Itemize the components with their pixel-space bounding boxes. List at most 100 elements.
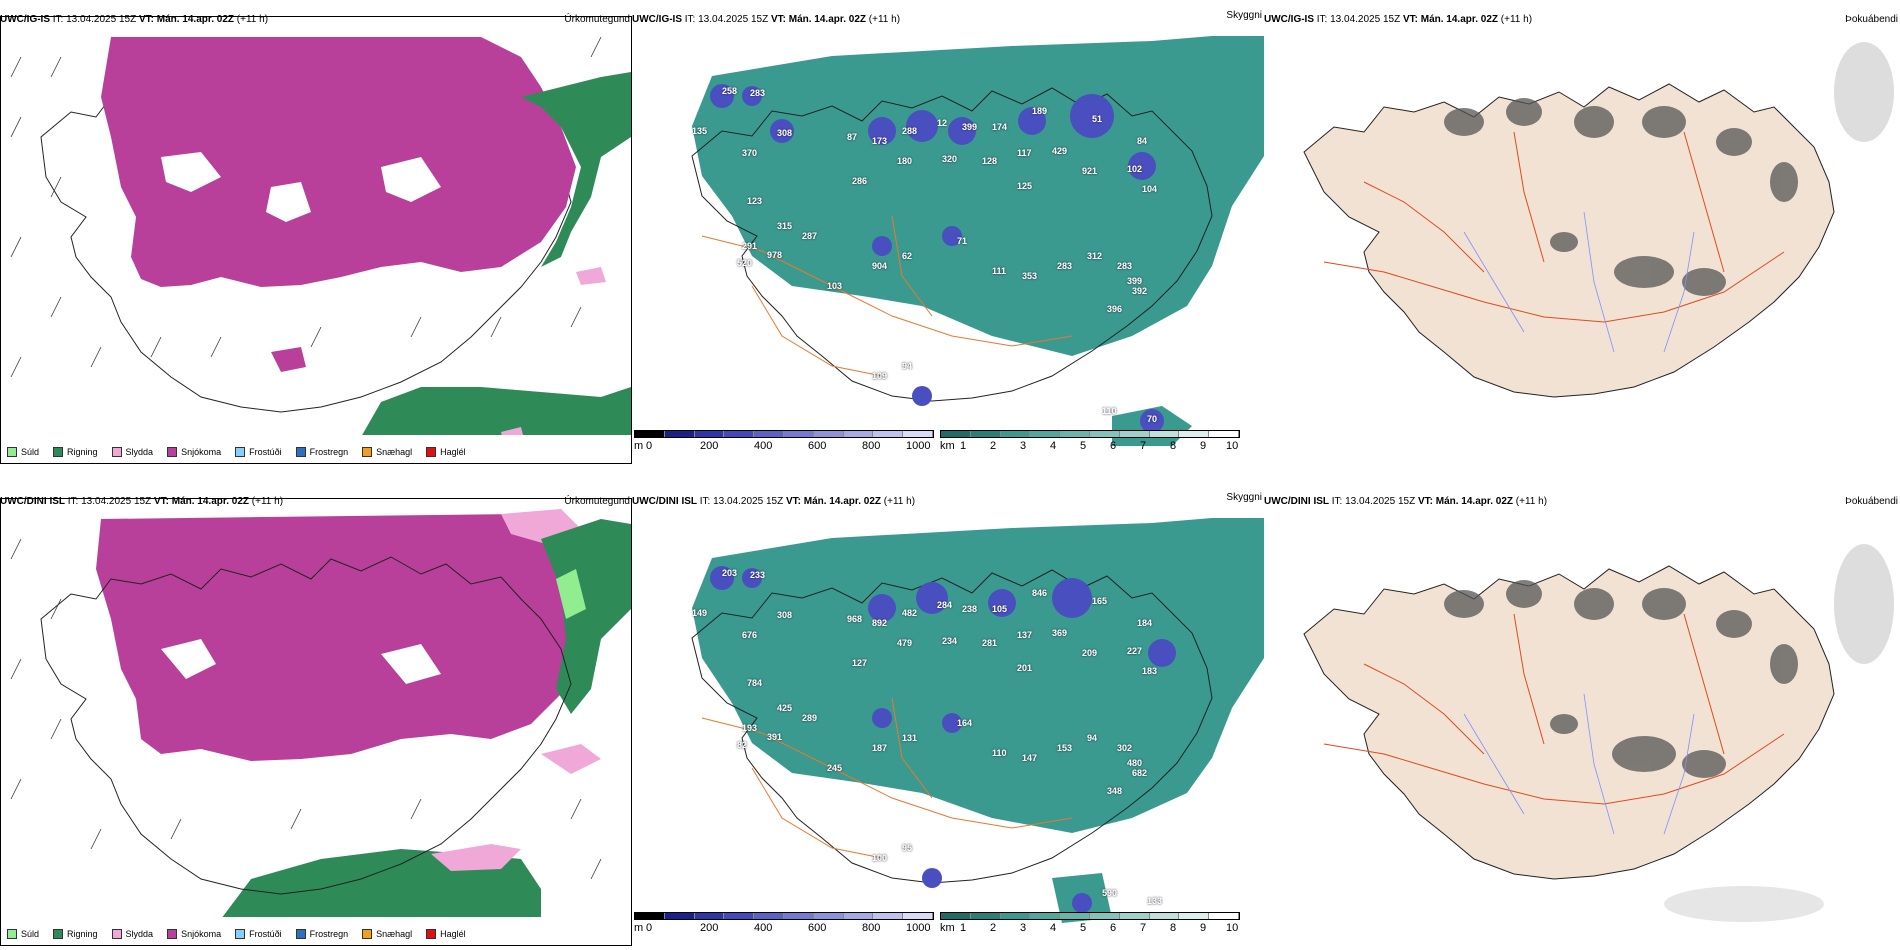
- visibility-colorbar: km 1 2 3 4 5 6 7 8 9 10: [940, 912, 1240, 940]
- valid-time-label: VT:: [770, 14, 786, 25]
- cbar-tick: 6: [1110, 440, 1117, 452]
- panel-header: UWC/DINI ISL IT: 13.04.2025 15Z VT: Mán.…: [632, 492, 1264, 510]
- cloud-base-label: 227: [1127, 646, 1143, 656]
- wind-barbs: [10, 538, 602, 880]
- legend-item: Frostúði: [235, 929, 282, 939]
- cbar-tick: 200: [700, 440, 719, 452]
- panel-header: UWC/DINI ISL IT: 13.04.2025 15Z VT: Mán.…: [0, 494, 632, 510]
- cbar-unit: km: [940, 922, 955, 934]
- cloud-base-label: 183: [1142, 666, 1158, 676]
- fog-map-svg: [1303, 42, 1894, 398]
- cloud-base-label: 904: [872, 261, 888, 271]
- cbar-unit: km: [940, 440, 955, 452]
- cloud-base-label: 209: [1082, 648, 1098, 658]
- cloud-base-label: 245: [827, 763, 843, 773]
- cloud-base-label: 147: [1022, 753, 1038, 763]
- legend-item: Snæhagl: [362, 929, 412, 939]
- cloud-base-label: 429: [1052, 146, 1068, 156]
- lead-time: (+11 h): [868, 14, 901, 25]
- cloud-base-label: 123: [747, 196, 763, 206]
- visibility-map-svg: [691, 518, 1264, 923]
- roads: [1323, 613, 1785, 805]
- cloud-base-label: 187: [872, 743, 888, 753]
- legend-item: Frostregn: [295, 929, 348, 939]
- cbar-tick: 10: [1226, 922, 1239, 934]
- lead-time: (+11 h): [251, 496, 284, 507]
- snow-hole: [161, 152, 221, 192]
- cloud-base-label: 94: [1087, 733, 1098, 743]
- precip-map-svg: [1, 36, 631, 463]
- fog-index-map: [1264, 32, 1900, 462]
- legend-item: Snjókoma: [167, 929, 221, 939]
- cloud-base-label: 312: [1087, 251, 1103, 261]
- row2-visibility-panel: UWC/DINI ISL IT: 13.04.2025 15Z VT: Mán.…: [632, 492, 1318, 946]
- sleet-area: [576, 267, 606, 285]
- cloud-base-label: 127: [852, 658, 868, 668]
- cbar-tick: 1000: [906, 440, 931, 452]
- panel-title: Þokuábendi: [1845, 14, 1898, 25]
- cloud-base-label: 62: [902, 251, 913, 261]
- legend-item: Slydda: [111, 929, 153, 939]
- panel-title: Úrkomutegund: [564, 14, 630, 25]
- cbar-tick: 200: [700, 922, 719, 934]
- cloud-base-label: 184: [1137, 618, 1153, 628]
- cloud-base-label: 921: [1082, 166, 1098, 176]
- visibility-colorbar: km 1 2 3 4 5 6 7 8 9 10: [940, 430, 1240, 458]
- cloud-base-label: 369: [1052, 628, 1068, 638]
- cloud-base-label: 258: [722, 86, 738, 96]
- cloud-base-label: 103: [827, 281, 843, 291]
- cloud-base-label: 82: [737, 740, 748, 750]
- cloud-base-label: 315: [777, 221, 793, 231]
- cloud-base-label: 102: [1127, 164, 1143, 174]
- cbar-tick: 9: [1200, 922, 1207, 934]
- cloud-base-label: 193: [742, 723, 758, 733]
- row2-precip-panel: UWC/DINI ISL IT: 13.04.2025 15Z VT: Mán.…: [0, 494, 632, 946]
- panel-title: Þokuábendi: [1845, 496, 1898, 507]
- legend-item: Frostregn: [295, 447, 348, 457]
- cbar-tick: 400: [754, 922, 773, 934]
- cloud-base-label: 71: [957, 236, 968, 246]
- cloud-base-label: 165: [1092, 596, 1108, 606]
- sleet-area: [431, 844, 521, 871]
- cloud-base-label: 283: [1117, 261, 1133, 271]
- valid-time-label: VT:: [1417, 496, 1433, 507]
- valid-time-label: VT:: [785, 496, 801, 507]
- legend-item: Haglél: [426, 929, 466, 939]
- cloud-base-label: 125: [1017, 181, 1033, 191]
- panel-title: Úrkomutegund: [564, 496, 630, 507]
- cloud-base-label: 286: [852, 176, 868, 186]
- cloud-base-label: 95: [902, 843, 913, 853]
- cloud-base-colorbar: m 0 200 400 600 800 1000: [634, 912, 934, 940]
- cbar-tick: 8: [1170, 922, 1177, 934]
- cloud-base-label: 100: [872, 853, 888, 863]
- cbar-tick: 400: [754, 440, 773, 452]
- roads: [1323, 131, 1785, 323]
- cloud-base-label: 94: [902, 361, 913, 371]
- cloud-base-label: 12: [937, 118, 948, 128]
- visibility-teal: [692, 36, 1264, 356]
- rain-area: [521, 72, 631, 267]
- lead-time: (+11 h): [1500, 14, 1533, 25]
- panel-header: UWC/IG-IS IT: 13.04.2025 15Z VT: Mán. 14…: [1264, 12, 1900, 28]
- row1-precip-panel: UWC/IG-IS IT: 13.04.2025 15Z VT: Mán. 14…: [0, 12, 632, 464]
- cbar-tick: 2: [990, 440, 997, 452]
- cbar-tick: 2: [990, 922, 997, 934]
- cloud-base-label: 87: [847, 132, 858, 142]
- cbar-tick: 8: [1170, 440, 1177, 452]
- wind-barbs: [10, 36, 602, 378]
- cloud-base-label: 399: [962, 122, 978, 132]
- cloud-base-label: 153: [1057, 743, 1073, 753]
- cbar-tick: 0: [646, 922, 653, 934]
- cloud-base-label: 137: [1017, 630, 1033, 640]
- lead-time: (+11 h): [1515, 496, 1548, 507]
- cloud-base-label: 135: [692, 126, 708, 136]
- snow-small: [271, 347, 306, 372]
- legend-item: Rigning: [53, 447, 98, 457]
- snow-area: [101, 37, 576, 287]
- fog-shading: [1444, 98, 1798, 296]
- cbar-tick: 3: [1020, 440, 1027, 452]
- cbar-tick: 1000: [906, 922, 931, 934]
- rivers: [1463, 211, 1695, 353]
- cloud-base-label: 105: [992, 604, 1008, 614]
- cloud-base-label: 288: [902, 126, 918, 136]
